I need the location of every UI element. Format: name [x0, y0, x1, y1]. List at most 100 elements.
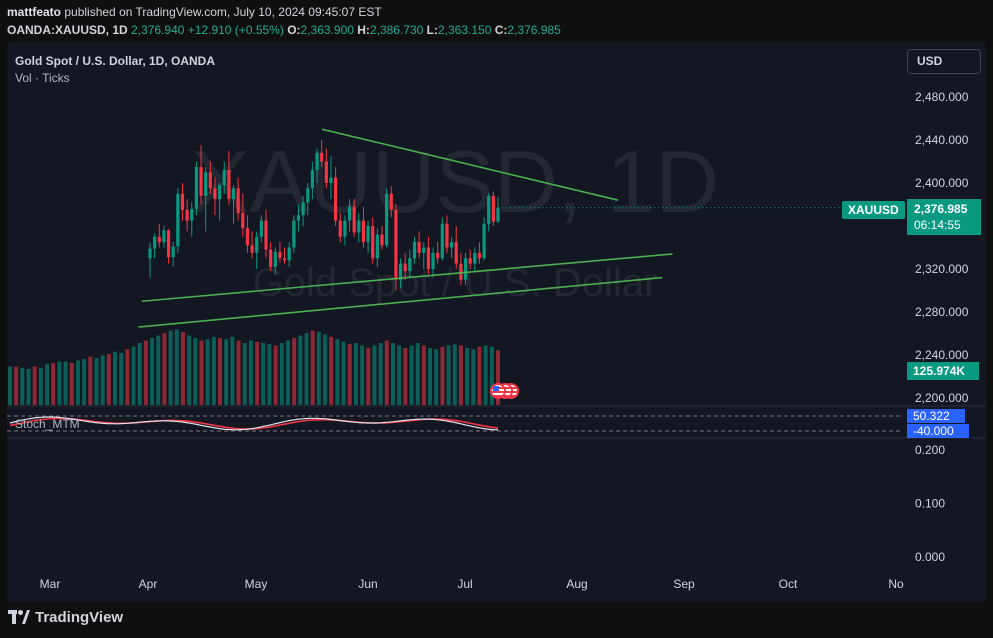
- volume-bar: [298, 335, 303, 405]
- candle-body: [352, 206, 356, 233]
- candle-body: [166, 230, 171, 258]
- candle-body: [487, 195, 491, 224]
- volume-bar: [168, 330, 173, 405]
- trendline[interactable]: [138, 276, 663, 328]
- candle-body: [157, 236, 161, 243]
- volume-bar: [45, 364, 50, 405]
- candle-body: [213, 188, 217, 200]
- candle-body: [491, 195, 495, 222]
- published-text: published on TradingView.com, July 10, 2…: [64, 5, 382, 19]
- candle-body: [218, 185, 222, 200]
- footer: [0, 602, 993, 638]
- candle-body: [241, 213, 245, 229]
- candle-body: [380, 234, 384, 246]
- trendline[interactable]: [321, 128, 619, 201]
- tradingview-brand: TradingView: [35, 609, 124, 626]
- candle-body: [245, 228, 250, 246]
- volume-bar: [230, 336, 235, 405]
- volume-bar: [224, 339, 229, 405]
- candle-body: [208, 172, 212, 189]
- volume-bar: [236, 340, 241, 405]
- volume-bar: [347, 344, 352, 405]
- candle-body: [269, 249, 273, 267]
- candle-body: [273, 251, 277, 267]
- volume-bar: [489, 346, 494, 405]
- candle-body: [278, 251, 282, 259]
- currency-button[interactable]: USD: [907, 49, 981, 74]
- candle-body: [292, 220, 296, 248]
- close-label: C:: [494, 23, 508, 37]
- candle-body: [412, 242, 417, 259]
- candle-body: [296, 215, 301, 221]
- stoch-tick-label: 0.200: [915, 443, 945, 457]
- candle-body: [199, 166, 203, 196]
- stoch-tick-label: 0.000: [915, 550, 945, 564]
- volume-bar: [143, 340, 148, 405]
- candle-body: [250, 245, 254, 253]
- candle-body: [338, 220, 342, 237]
- candle-body: [403, 263, 407, 272]
- volume-bar: [131, 346, 136, 405]
- volume-bar: [248, 340, 253, 405]
- legend-volume[interactable]: Vol · Ticks: [15, 71, 70, 85]
- candle-body: [255, 236, 259, 253]
- volume-bar: [458, 345, 463, 405]
- volume-bar: [162, 333, 167, 405]
- volume-bar: [452, 344, 457, 405]
- candle-body: [477, 252, 482, 259]
- volume-bar: [390, 343, 395, 405]
- candle-body: [450, 242, 454, 248]
- tradingview-logo[interactable]: TradingView: [8, 609, 123, 626]
- volume-bar: [285, 340, 290, 405]
- candle-body: [408, 258, 412, 272]
- legend-title[interactable]: Gold Spot / U.S. Dollar, 1D, OANDA: [15, 54, 216, 68]
- candle-body: [361, 220, 366, 243]
- volume-bar: [119, 352, 124, 405]
- stoch-main-line: [9, 416, 499, 431]
- candle-body: [454, 242, 458, 264]
- volume-bar: [360, 345, 365, 405]
- volume-bar: [57, 361, 62, 405]
- volume-bar: [242, 343, 247, 405]
- candle-body: [463, 258, 468, 280]
- volume-bar: [403, 347, 408, 405]
- volume-bar: [106, 354, 111, 405]
- time-tick-label: No: [888, 577, 904, 591]
- time-tick-label: Apr: [139, 577, 158, 591]
- price-tick-label: 2,320.000: [915, 262, 969, 276]
- volume-bar: [446, 345, 451, 405]
- candle-body: [282, 258, 287, 261]
- volume-bar: [88, 356, 93, 405]
- volume-bar: [218, 338, 223, 405]
- candle-body: [310, 170, 314, 189]
- volume-bar: [14, 366, 19, 405]
- candle-body: [468, 258, 472, 264]
- volume-bar: [353, 343, 358, 405]
- watermark-symbol: XAUUSD, 1D: [191, 132, 719, 231]
- chart-pane[interactable]: [7, 42, 986, 602]
- author-name[interactable]: mattfeato: [7, 5, 62, 19]
- volume-bar: [483, 345, 488, 405]
- us-flag-icon[interactable]: [490, 383, 506, 399]
- time-tick-label: Mar: [40, 577, 61, 591]
- volume-bar: [180, 331, 185, 405]
- trendline[interactable]: [141, 253, 673, 303]
- volume-bar: [323, 334, 328, 405]
- volume-bar: [384, 340, 389, 405]
- candle-body: [315, 152, 319, 171]
- volume-bar: [329, 336, 334, 405]
- volume-bar: [69, 362, 74, 405]
- stoch-legend[interactable]: Stoch_MTM: [15, 417, 80, 431]
- candle-body: [459, 263, 463, 280]
- volume-bar: [378, 343, 383, 405]
- volume-bar: [94, 357, 99, 405]
- candle-body: [231, 188, 236, 200]
- stoch-tick-label: 0.100: [915, 497, 945, 511]
- candle-body: [334, 177, 338, 221]
- symbol-full: OANDA:XAUUSD, 1D: [7, 23, 128, 37]
- candle-body: [385, 193, 389, 246]
- volume-bar: [174, 329, 179, 405]
- volume-bar: [125, 349, 130, 405]
- volume-bar: [205, 339, 210, 405]
